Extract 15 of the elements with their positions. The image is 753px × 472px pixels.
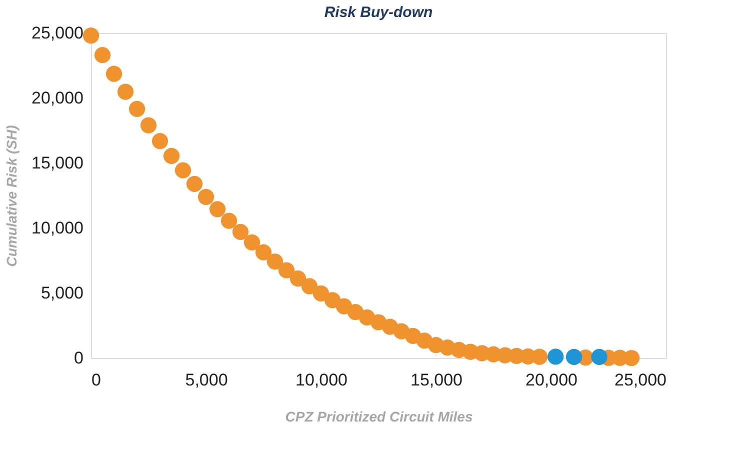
y-tick-label: 20,000	[32, 88, 84, 108]
y-tick-label: 10,000	[32, 218, 84, 238]
x-tick-label: 25,000	[614, 370, 666, 390]
chart-title: Risk Buy-down	[324, 4, 433, 21]
x-axis-title: CPZ Prioritized Circuit Miles	[285, 408, 473, 424]
y-tick-label: 5,000	[40, 284, 84, 302]
y-tick-label: 25,000	[32, 24, 84, 42]
x-tick-label: 10,000	[296, 370, 348, 390]
y-axis-title: Cumulative Risk (SH)	[4, 124, 20, 267]
y-tick-label: 15,000	[32, 154, 84, 172]
x-tick-label: 20,000	[526, 370, 578, 390]
x-tick-label: 15,000	[410, 370, 462, 390]
x-tick-label: 0	[92, 370, 101, 390]
x-tick-label: 5,000	[185, 370, 228, 390]
y-tick-label: 0	[74, 348, 84, 368]
